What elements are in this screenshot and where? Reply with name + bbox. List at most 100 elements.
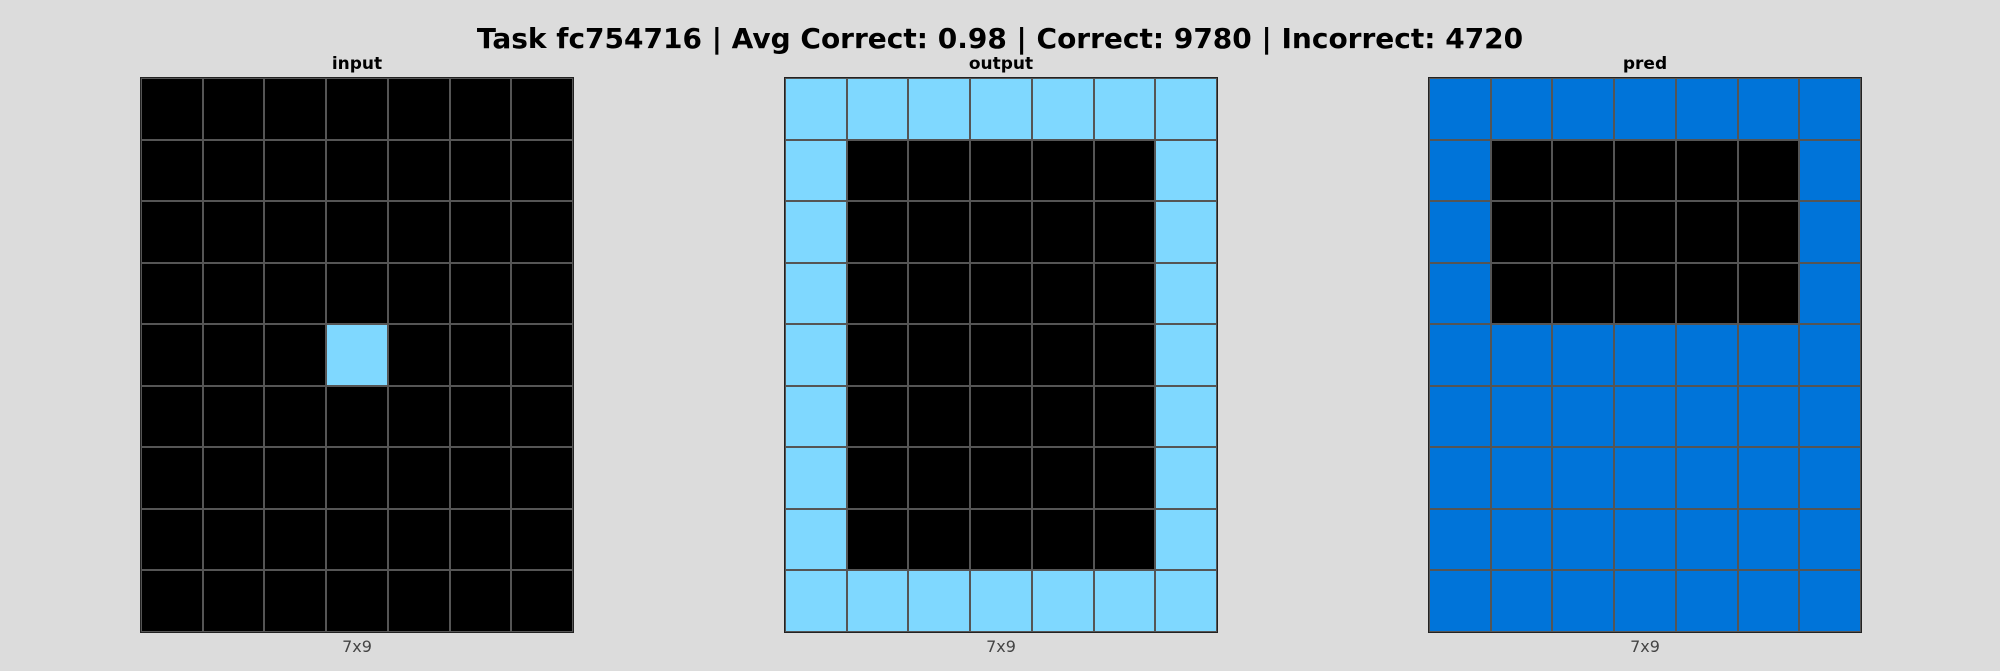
grid-cell	[785, 78, 847, 140]
input-panel: input 7x9	[140, 52, 574, 657]
grid-cell	[1737, 201, 1800, 263]
grid-cell	[970, 78, 1032, 140]
grid-cell	[1490, 570, 1553, 632]
grid-cell	[387, 508, 450, 571]
grid-cell	[846, 570, 909, 632]
grid-cell	[1799, 262, 1861, 325]
grid-cell	[1799, 78, 1861, 140]
grid-dims-label: 7x9	[342, 637, 372, 656]
output-panel: output 7x9	[784, 52, 1218, 657]
grid-dims-label: 7x9	[986, 637, 1016, 656]
grid-cell	[908, 139, 971, 202]
grid-cell	[1675, 262, 1738, 325]
grid-cell	[387, 78, 450, 140]
grid-cell	[1675, 139, 1738, 202]
grid-cell	[1675, 324, 1738, 386]
grid-cell	[1031, 570, 1094, 632]
grid-cell	[1031, 201, 1094, 263]
grid-cell	[1552, 139, 1615, 202]
grid-cell	[908, 78, 971, 140]
grid-cell	[264, 78, 327, 140]
grid-cell	[1429, 201, 1491, 263]
grid-cell	[387, 570, 450, 632]
grid-cell	[1614, 139, 1676, 202]
grid-cell	[449, 447, 512, 509]
grid-cell	[1799, 139, 1861, 202]
grid-cell	[1093, 385, 1156, 448]
grid-cell	[511, 201, 573, 263]
grid-cell	[1737, 570, 1800, 632]
grid-cell	[511, 139, 573, 202]
grid-cell	[1737, 447, 1800, 509]
grid-cell	[970, 324, 1032, 386]
grid-cell	[264, 447, 327, 509]
grid-cell	[846, 201, 909, 263]
grid-cell	[1799, 508, 1861, 571]
grid-cell	[1552, 447, 1615, 509]
grid-cell	[1737, 78, 1800, 140]
grid-cell	[326, 262, 388, 325]
grid-cell	[1675, 201, 1738, 263]
input-grid	[140, 77, 574, 633]
grid-cell	[785, 447, 847, 509]
grid-cell	[387, 139, 450, 202]
grid-cell	[326, 201, 388, 263]
grid-cell	[1614, 324, 1676, 386]
grid-cell	[1429, 78, 1491, 140]
grid-cell	[1799, 570, 1861, 632]
grid-cell	[1614, 385, 1676, 448]
grid-cell	[1675, 508, 1738, 571]
grid-cell	[785, 570, 847, 632]
grid-cell	[1429, 508, 1491, 571]
grid-cell	[908, 201, 971, 263]
grid-cell	[1155, 508, 1217, 571]
grid-cell	[1614, 201, 1676, 263]
grid-cell	[511, 447, 573, 509]
grid-cell	[387, 262, 450, 325]
grid-cell	[785, 139, 847, 202]
grid-cell	[970, 262, 1032, 325]
grid-cell	[1737, 262, 1800, 325]
grid-cell	[1552, 78, 1615, 140]
grid-cell	[511, 385, 573, 448]
grid-cell	[1737, 385, 1800, 448]
pred-panel: pred 7x9	[1428, 52, 1862, 657]
grid-cell	[449, 508, 512, 571]
grid-cell	[1614, 447, 1676, 509]
grid-cell	[202, 262, 265, 325]
grid-cell	[1155, 201, 1217, 263]
grid-cell	[1093, 508, 1156, 571]
grid-cell	[1429, 385, 1491, 448]
grid-cell	[1737, 324, 1800, 386]
grid-cell	[511, 508, 573, 571]
grid-cell	[141, 262, 203, 325]
grid-cell	[846, 262, 909, 325]
grid-cell	[1552, 570, 1615, 632]
grid-cell	[264, 570, 327, 632]
grid-cell	[1799, 324, 1861, 386]
grid-cell	[264, 139, 327, 202]
grid-cell	[1675, 78, 1738, 140]
grid-cell	[326, 139, 388, 202]
grid-cell	[264, 324, 327, 386]
grid-cell	[326, 447, 388, 509]
grid-cell	[511, 570, 573, 632]
grid-cell	[326, 385, 388, 448]
grid-cell	[1490, 262, 1553, 325]
grid-cell	[202, 324, 265, 386]
grid-cell	[202, 139, 265, 202]
grid-cell	[387, 385, 450, 448]
grid-cell	[1614, 78, 1676, 140]
grid-cell	[1675, 570, 1738, 632]
grid-cell	[846, 508, 909, 571]
grid-cell	[141, 139, 203, 202]
grid-cell	[1675, 385, 1738, 448]
grid-cell	[449, 78, 512, 140]
panel-title: output	[968, 54, 1034, 74]
grid-cell	[1155, 570, 1217, 632]
grid-cell	[326, 324, 388, 386]
grid-cell	[1093, 570, 1156, 632]
grid-dims-label: 7x9	[1630, 637, 1660, 656]
grid-cell	[1093, 201, 1156, 263]
grid-cell	[1093, 262, 1156, 325]
